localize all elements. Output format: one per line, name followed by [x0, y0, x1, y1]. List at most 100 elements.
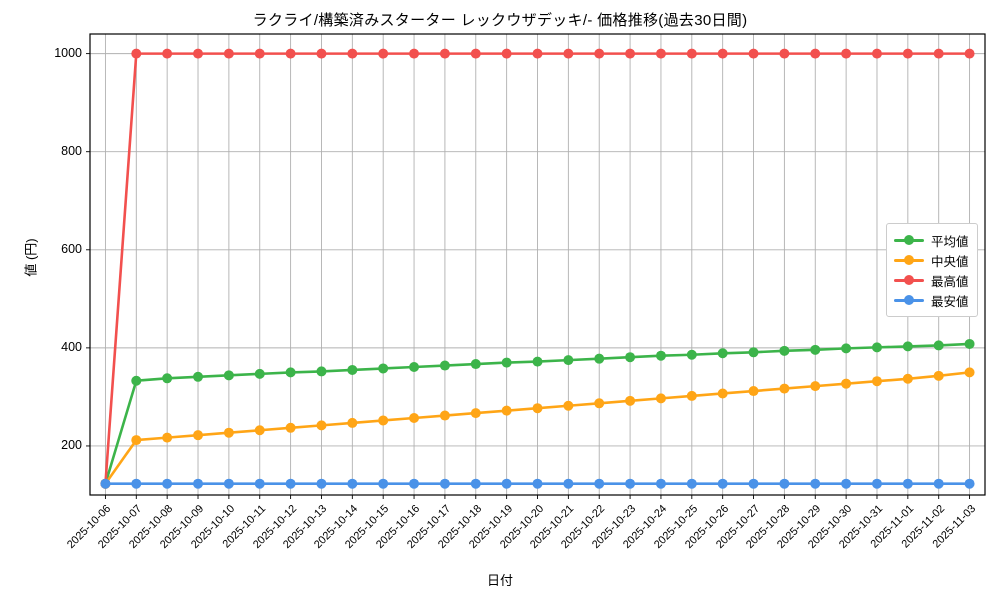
- data-point: [717, 478, 728, 489]
- data-point: [254, 368, 265, 379]
- chart-legend: 平均値中央値 最高値最安値: [886, 223, 978, 317]
- data-point: [470, 478, 481, 489]
- data-point: [439, 478, 450, 489]
- data-point: [563, 400, 574, 411]
- data-point: [902, 341, 913, 352]
- data-point: [439, 360, 450, 371]
- data-point: [378, 363, 389, 374]
- legend-label: 最安値: [931, 294, 969, 309]
- data-point: [223, 427, 234, 438]
- legend-item[interactable]: 平均値: [894, 230, 969, 250]
- data-point: [409, 48, 420, 59]
- data-point: [625, 48, 636, 59]
- data-point: [193, 430, 204, 441]
- data-point: [501, 405, 512, 416]
- data-point: [409, 361, 420, 372]
- data-point: [501, 48, 512, 59]
- legend-item[interactable]: 中央値: [894, 250, 969, 270]
- data-point: [902, 373, 913, 384]
- data-point: [501, 478, 512, 489]
- data-point: [439, 410, 450, 421]
- data-point: [810, 381, 821, 392]
- data-point: [285, 478, 296, 489]
- legend-marker-icon: [894, 294, 924, 306]
- data-point: [933, 340, 944, 351]
- data-point: [162, 478, 173, 489]
- data-point: [347, 364, 358, 375]
- data-point: [748, 48, 759, 59]
- data-point: [378, 415, 389, 426]
- data-point: [779, 345, 790, 356]
- data-point: [285, 422, 296, 433]
- data-point: [193, 48, 204, 59]
- data-point: [501, 357, 512, 368]
- data-point: [717, 48, 728, 59]
- legend-item[interactable]: 最高値: [894, 270, 969, 290]
- data-point: [532, 403, 543, 414]
- data-point: [655, 478, 666, 489]
- data-point: [686, 478, 697, 489]
- data-point: [655, 393, 666, 404]
- y-tick-label: 600: [61, 241, 82, 256]
- data-point: [686, 48, 697, 59]
- data-point: [871, 376, 882, 387]
- data-point: [655, 350, 666, 361]
- data-point: [378, 478, 389, 489]
- data-point: [810, 344, 821, 355]
- data-point: [810, 48, 821, 59]
- data-point: [625, 478, 636, 489]
- data-point: [964, 48, 975, 59]
- data-point: [470, 408, 481, 419]
- data-point: [285, 367, 296, 378]
- data-point: [254, 48, 265, 59]
- data-point: [223, 48, 234, 59]
- data-point: [717, 348, 728, 359]
- data-point: [594, 353, 605, 364]
- data-point: [563, 355, 574, 366]
- data-point: [100, 478, 111, 489]
- data-point: [316, 478, 327, 489]
- data-point: [563, 48, 574, 59]
- y-tick-label: 400: [61, 339, 82, 354]
- data-point: [902, 48, 913, 59]
- legend-marker-icon: [894, 234, 924, 246]
- data-point: [223, 478, 234, 489]
- data-point: [748, 386, 759, 397]
- data-point: [131, 478, 142, 489]
- data-point: [162, 48, 173, 59]
- data-point: [779, 383, 790, 394]
- data-point: [439, 48, 450, 59]
- legend-label: 中央値: [931, 254, 969, 269]
- data-point: [131, 435, 142, 446]
- data-point: [871, 48, 882, 59]
- data-point: [254, 478, 265, 489]
- data-point: [810, 478, 821, 489]
- data-point: [933, 370, 944, 381]
- data-point: [841, 343, 852, 354]
- y-tick-label: 200: [61, 437, 82, 452]
- data-point: [378, 48, 389, 59]
- data-point: [316, 420, 327, 431]
- data-point: [964, 478, 975, 489]
- x-axis-label: 日付: [486, 573, 513, 588]
- plot-border: [89, 33, 986, 496]
- data-point: [409, 413, 420, 424]
- data-point: [532, 356, 543, 367]
- data-point: [347, 417, 358, 428]
- data-point: [717, 388, 728, 399]
- y-axis-label: 値 (円): [23, 238, 39, 277]
- data-point: [131, 48, 142, 59]
- legend-marker-icon: [894, 274, 924, 286]
- data-point: [841, 478, 852, 489]
- y-tick-label: 800: [61, 143, 82, 158]
- data-point: [902, 478, 913, 489]
- legend-item[interactable]: 最安値: [894, 290, 969, 310]
- data-point: [162, 432, 173, 443]
- data-point: [470, 48, 481, 59]
- data-point: [193, 371, 204, 382]
- data-point: [162, 373, 173, 384]
- data-point: [131, 375, 142, 386]
- data-point: [594, 398, 605, 409]
- data-point: [625, 352, 636, 363]
